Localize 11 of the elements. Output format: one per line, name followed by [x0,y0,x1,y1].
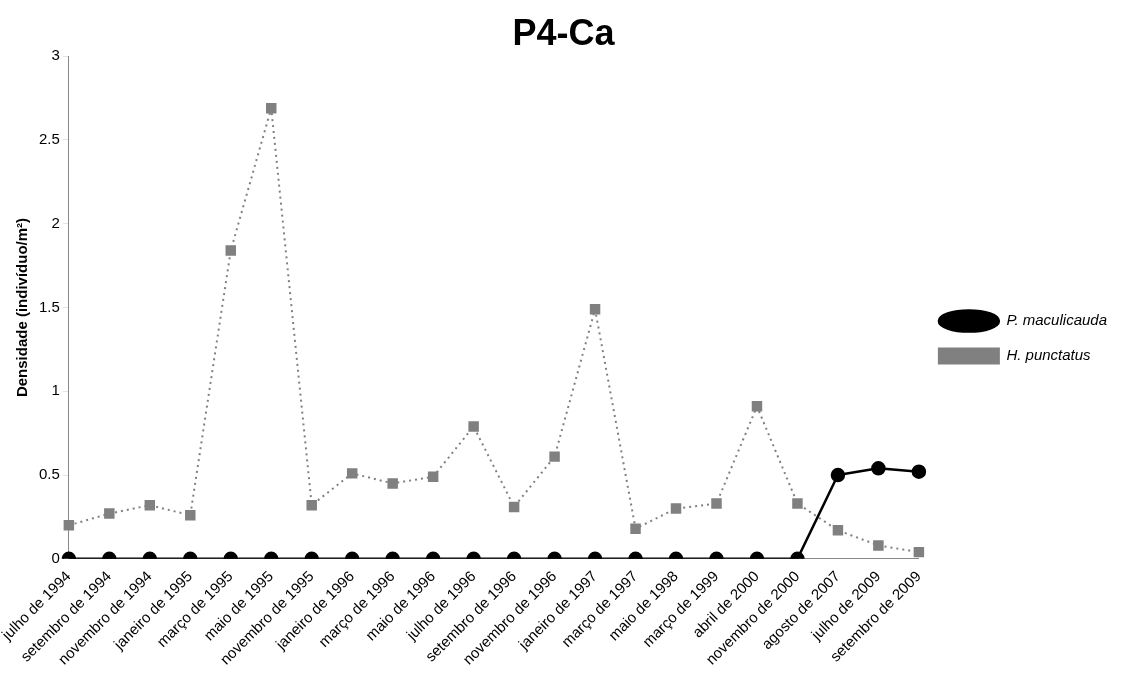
y-tick-label: 3 [51,46,60,64]
chart-title: P4-Ca [512,11,616,53]
y-tick-label: 2 [51,213,60,231]
y-tick-label: 2.5 [38,130,60,148]
y-axis-title: Densidade (indivíduo/m²) [13,217,31,398]
legend-label: H. punctatus [1006,346,1092,364]
y-tick-label: 0 [51,548,60,566]
y-tick-label: 0.5 [38,465,60,483]
legend-label: P. maculicauda [1006,311,1107,329]
y-tick-label: 1.5 [38,297,60,315]
y-tick-label: 1 [51,381,60,399]
